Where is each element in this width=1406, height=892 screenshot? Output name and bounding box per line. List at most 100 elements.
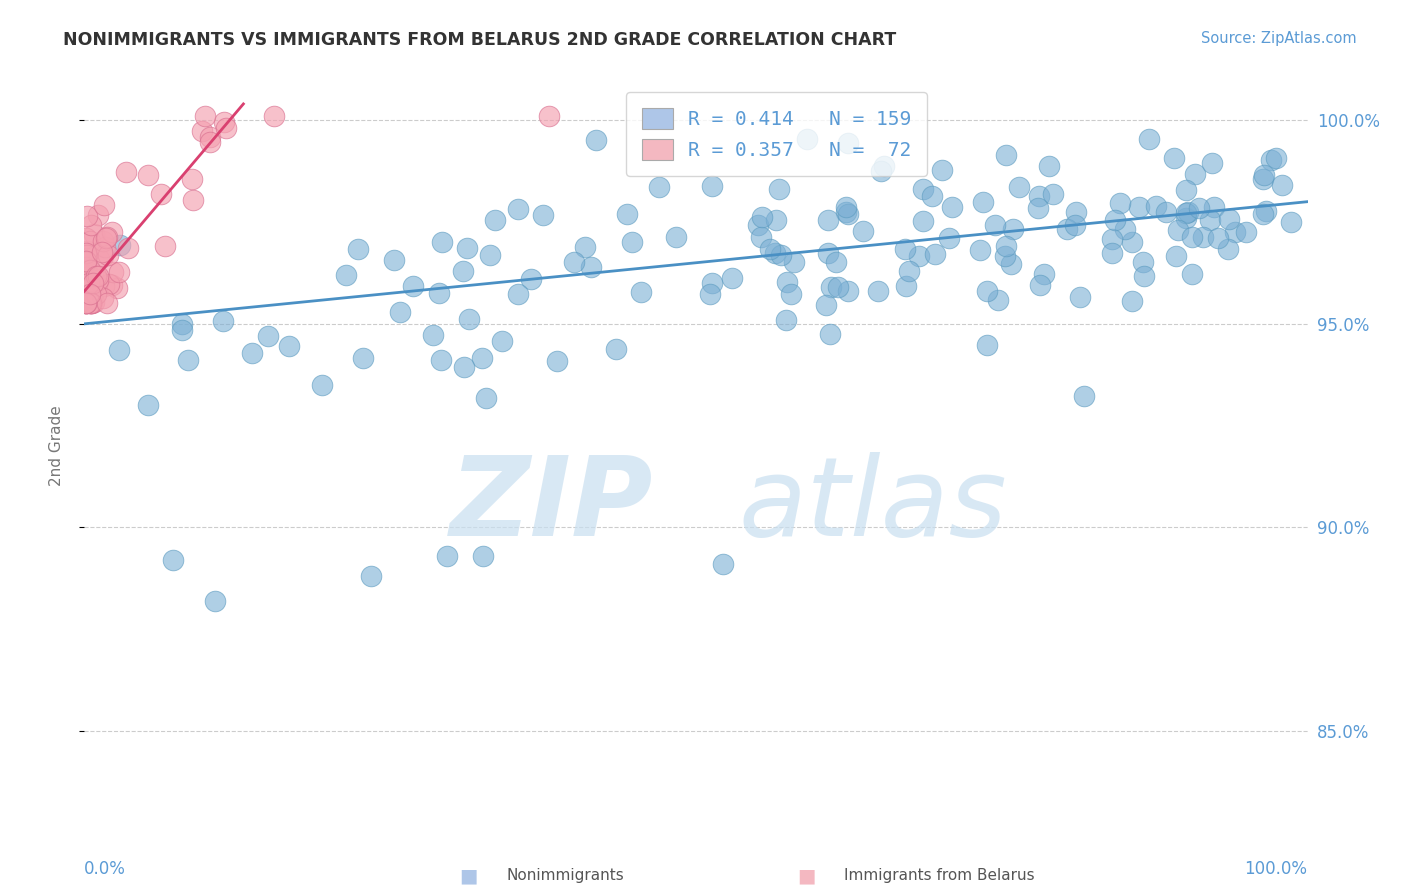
Point <box>783 255 806 269</box>
Point <box>75 296 97 310</box>
Point <box>1223 225 1246 239</box>
Point <box>1199 213 1222 227</box>
Point <box>215 121 238 136</box>
Point <box>108 343 131 358</box>
Point <box>194 109 217 123</box>
Point <box>976 337 998 351</box>
Point <box>1007 180 1029 194</box>
Point <box>768 182 790 196</box>
Point <box>605 342 627 356</box>
Point <box>1202 200 1225 214</box>
Point <box>1271 178 1294 193</box>
Point <box>1064 204 1087 219</box>
Point <box>818 327 841 342</box>
Point <box>894 278 917 293</box>
Point <box>562 255 585 269</box>
Point <box>153 239 176 253</box>
Point <box>277 339 299 353</box>
Point <box>1192 229 1215 244</box>
Point <box>1056 221 1078 235</box>
Point <box>76 210 98 224</box>
Point <box>456 242 478 256</box>
Point <box>149 187 172 202</box>
Point <box>1253 168 1275 182</box>
Point <box>1137 131 1160 145</box>
Point <box>765 213 787 227</box>
Point <box>616 207 638 221</box>
Point <box>87 272 110 286</box>
Point <box>1104 213 1126 227</box>
Point <box>770 248 793 262</box>
Point <box>519 272 541 286</box>
Point <box>212 314 235 328</box>
Point <box>1260 153 1282 167</box>
Point <box>422 328 444 343</box>
Point <box>101 278 124 293</box>
Text: 0.0%: 0.0% <box>84 860 127 878</box>
Point <box>212 115 235 129</box>
Point <box>665 230 688 244</box>
Point <box>579 260 602 274</box>
Point <box>1236 225 1258 239</box>
Point <box>96 230 118 244</box>
Point <box>484 213 506 227</box>
Point <box>108 264 131 278</box>
Point <box>700 178 723 193</box>
Point <box>921 189 943 203</box>
Point <box>80 218 103 232</box>
Point <box>115 165 138 179</box>
Point <box>1101 246 1123 260</box>
Point <box>79 276 101 290</box>
Point <box>101 265 124 279</box>
Point <box>941 200 963 214</box>
Point <box>1164 248 1187 262</box>
Point <box>87 208 110 222</box>
Point <box>82 296 104 310</box>
Point <box>1026 201 1049 215</box>
Point <box>335 268 357 282</box>
Point <box>995 148 1018 162</box>
Point <box>83 295 105 310</box>
Point <box>1177 204 1199 219</box>
Text: 100.0%: 100.0% <box>1244 860 1308 878</box>
Point <box>75 296 97 310</box>
Text: ■: ■ <box>797 866 815 886</box>
Point <box>75 255 97 269</box>
Point <box>453 360 475 375</box>
Point <box>1218 211 1240 226</box>
Point <box>94 240 117 254</box>
Point <box>79 286 101 301</box>
Point <box>311 378 333 392</box>
Point <box>1201 156 1223 170</box>
Point <box>776 275 799 289</box>
Point <box>825 254 848 268</box>
Point <box>451 264 474 278</box>
Point <box>1002 221 1025 235</box>
Text: Source: ZipAtlas.com: Source: ZipAtlas.com <box>1201 31 1357 46</box>
Point <box>75 246 97 260</box>
Point <box>136 168 159 182</box>
Point <box>91 234 114 248</box>
Point <box>204 593 226 607</box>
Point <box>1073 389 1095 403</box>
Point <box>1184 167 1206 181</box>
Point <box>972 194 994 209</box>
Point <box>75 231 97 245</box>
Point <box>994 249 1017 263</box>
Point <box>1181 229 1204 244</box>
Point <box>1028 188 1050 202</box>
Point <box>837 136 859 150</box>
Point <box>574 240 596 254</box>
Point <box>1265 151 1288 165</box>
Point <box>835 205 858 219</box>
Text: atlas: atlas <box>738 452 1008 559</box>
Point <box>995 239 1018 253</box>
Text: Immigrants from Belarus: Immigrants from Belarus <box>844 869 1035 883</box>
Point <box>347 242 370 256</box>
Point <box>471 549 494 563</box>
Point <box>866 285 889 299</box>
Point <box>1101 231 1123 245</box>
Point <box>97 248 120 262</box>
Point <box>105 280 128 294</box>
Point <box>827 279 849 293</box>
